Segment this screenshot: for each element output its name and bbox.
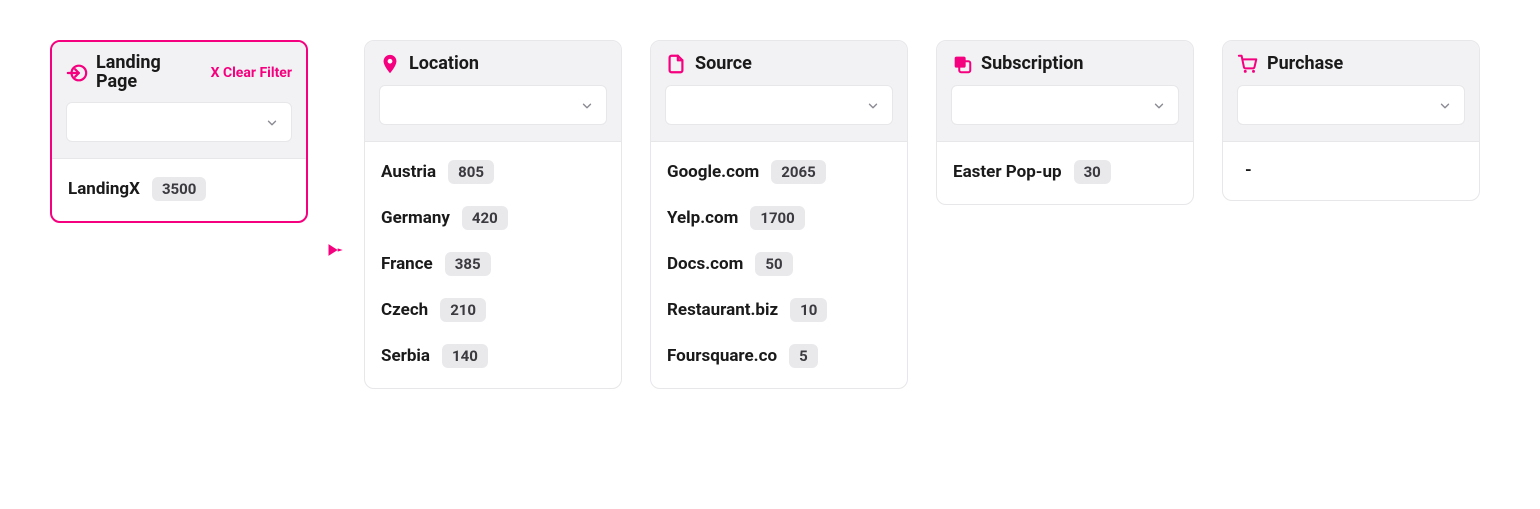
list-item[interactable]: Austria 805 [381,160,605,184]
filter-select[interactable] [1237,85,1465,125]
filter-card-subscription: Subscription Easter Pop-up 30 [936,40,1194,205]
item-label: Austria [381,162,436,182]
item-count-badge: 385 [445,252,491,276]
card-title: Purchase [1267,55,1343,74]
card-header: Subscription [937,41,1193,142]
item-count-badge: 30 [1074,160,1111,184]
clear-filter-button[interactable]: X Clear Filter [211,65,292,81]
funnel-connector-icon [326,240,346,260]
card-header: Landing Page X Clear Filter [52,42,306,159]
card-body: Google.com 2065 Yelp.com 1700 Docs.com 50 Rest… [651,142,907,388]
header-row: Landing Page X Clear Filter [66,54,292,92]
chevron-down-icon [866,98,880,112]
card-title: Landing Page [96,54,176,92]
list-item[interactable]: LandingX 3500 [68,177,290,201]
item-label: Easter Pop-up [953,162,1062,182]
list-item[interactable]: Docs.com 50 [667,252,891,276]
item-label: Czech [381,300,428,320]
item-label: Restaurant.biz [667,300,778,320]
header-row: Purchase [1237,53,1465,75]
item-count-badge: 210 [440,298,486,322]
list-item[interactable]: Restaurant.biz 10 [667,298,891,322]
list-item[interactable]: France 385 [381,252,605,276]
cart-icon [1237,53,1259,75]
item-count-badge: 2065 [771,160,825,184]
list-item[interactable]: Google.com 2065 [667,160,891,184]
item-count-badge: 3500 [152,177,206,201]
card-body: Easter Pop-up 30 [937,142,1193,204]
chevron-down-icon [1152,98,1166,112]
card-header: Purchase [1223,41,1479,142]
chevron-down-icon [265,115,279,129]
filter-select[interactable] [951,85,1179,125]
item-count-badge: 10 [790,298,827,322]
card-title: Source [695,55,752,74]
list-item[interactable]: Easter Pop-up 30 [953,160,1177,184]
item-count-badge: 1700 [750,206,804,230]
item-label: Serbia [381,346,430,366]
card-header: Source [651,41,907,142]
item-count-badge: 805 [448,160,494,184]
item-label: Yelp.com [667,208,738,228]
filter-card-location: Location Austria 805 Germany 420 France 385 Cze… [364,40,622,389]
item-label: Docs.com [667,254,743,274]
card-title: Location [409,55,479,74]
item-label: Foursquare.co [667,346,777,366]
file-icon [665,53,687,75]
item-count-badge: 420 [462,206,508,230]
filter-select[interactable] [665,85,893,125]
item-label: Google.com [667,162,759,182]
list-item[interactable]: Germany 420 [381,206,605,230]
filter-card-purchase: Purchase - [1222,40,1480,201]
enter-icon [66,62,88,84]
item-label: Germany [381,208,450,228]
item-count-badge: 140 [442,344,488,368]
card-body: - [1223,142,1479,200]
card-body: Austria 805 Germany 420 France 385 Czech 210 Ser… [365,142,621,388]
filter-card-source: Source Google.com 2065 Yelp.com 1700 Docs.com… [650,40,908,389]
location-pin-icon [379,53,401,75]
header-row: Source [665,53,893,75]
item-count-badge: 5 [789,344,818,368]
item-label: LandingX [68,179,140,199]
header-row: Subscription [951,53,1179,75]
filter-select[interactable] [379,85,607,125]
chevron-down-icon [580,98,594,112]
list-item[interactable]: Serbia 140 [381,344,605,368]
item-label: France [381,254,433,274]
copy-icon [951,53,973,75]
filter-card-landing_page: Landing Page X Clear Filter LandingX 3500 [50,40,308,223]
card-title: Subscription [981,55,1084,74]
filter-select[interactable] [66,102,292,142]
list-item[interactable]: Foursquare.co 5 [667,344,891,368]
item-count-badge: 50 [755,252,792,276]
header-row: Location [379,53,607,75]
list-item[interactable]: Czech 210 [381,298,605,322]
card-body: LandingX 3500 [52,159,306,221]
card-header: Location [365,41,621,142]
list-item[interactable]: Yelp.com 1700 [667,206,891,230]
chevron-down-icon [1438,98,1452,112]
empty-marker: - [1239,160,1463,180]
